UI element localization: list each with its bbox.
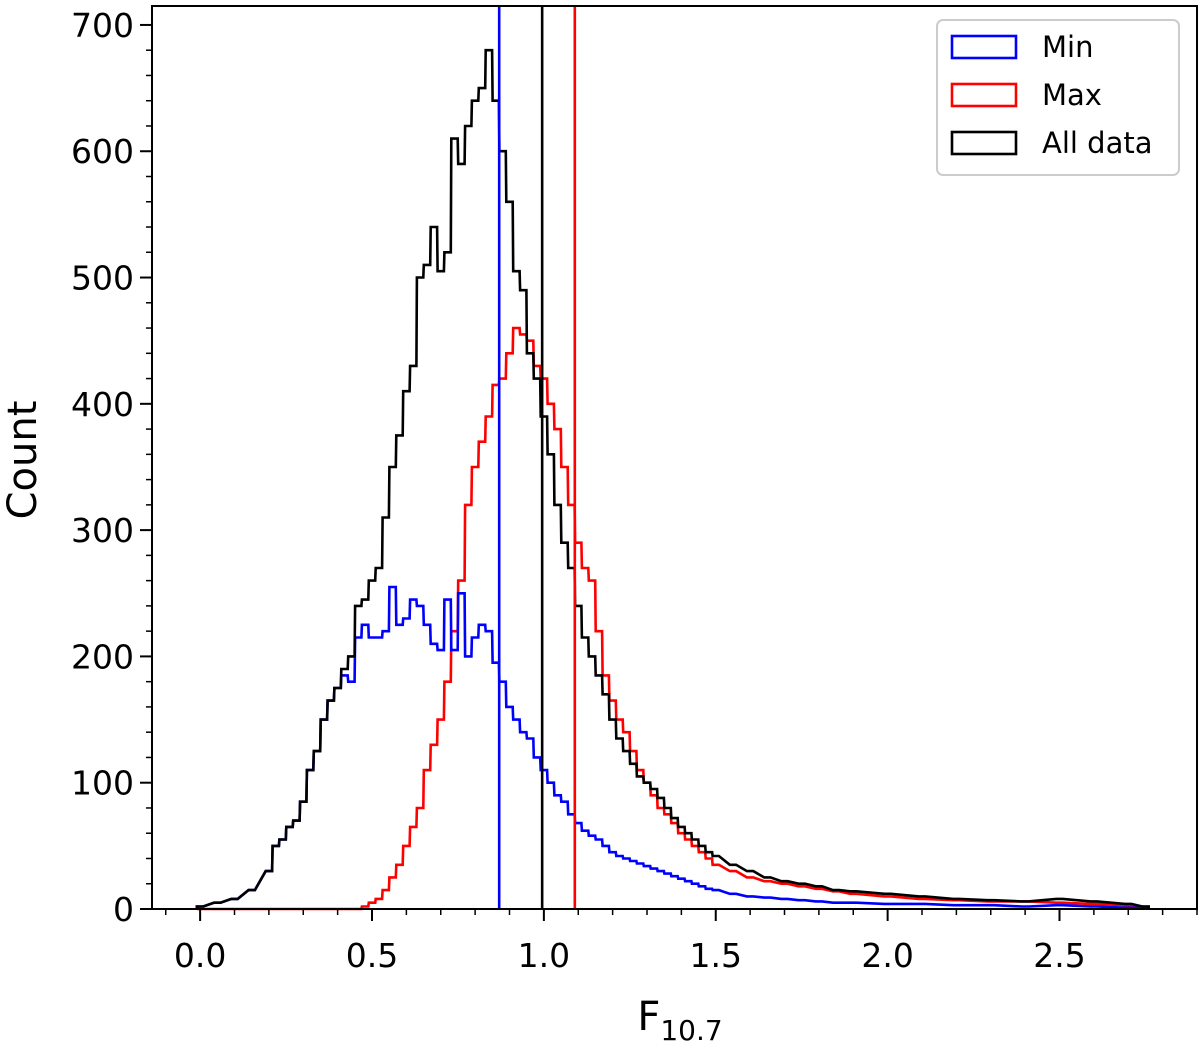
legend-label-min: Min — [1042, 30, 1093, 64]
legend-swatch-all-data — [950, 130, 1018, 156]
x-tick-label: 2.0 — [861, 936, 913, 975]
x-tick-label: 0.0 — [174, 936, 226, 975]
y-tick-label: 200 — [71, 637, 134, 676]
legend-label-all-data: All data — [1042, 126, 1153, 160]
y-tick-label: 600 — [71, 132, 134, 171]
legend-swatch-max — [950, 82, 1018, 108]
x-axis: 0.0 0.5 1.0 1.5 2.0 2.5 — [165, 909, 1198, 975]
series-all-data — [195, 48, 1150, 909]
x-tick-label: 2.5 — [1033, 936, 1085, 975]
x-axis-title: F10.7 — [637, 994, 722, 1041]
x-axis-title-subscript: 10.7 — [660, 1014, 722, 1041]
plot-frame — [151, 5, 1198, 910]
y-axis: 0 100 200 300 400 500 600 700 — [71, 6, 152, 929]
series-max — [196, 326, 1150, 911]
legend: Min Max All data — [936, 19, 1180, 176]
x-tick-label: 0.5 — [346, 936, 398, 975]
legend-label-max: Max — [1042, 78, 1102, 112]
series-min — [195, 585, 1150, 909]
y-axis-title: Count — [0, 401, 46, 520]
legend-swatch-min — [950, 34, 1018, 60]
y-tick-label: 300 — [71, 511, 134, 550]
x-axis-title-main: F — [637, 994, 660, 1040]
y-tick-label: 0 — [113, 890, 134, 929]
x-tick-label: 1.5 — [690, 936, 742, 975]
y-tick-label: 500 — [71, 259, 134, 298]
reference-lines — [497, 6, 577, 909]
y-tick-label: 400 — [71, 385, 134, 424]
y-tick-label: 700 — [71, 6, 134, 45]
x-tick-label: 1.0 — [518, 936, 570, 975]
y-tick-label: 100 — [71, 764, 134, 803]
series-layer — [195, 48, 1150, 911]
